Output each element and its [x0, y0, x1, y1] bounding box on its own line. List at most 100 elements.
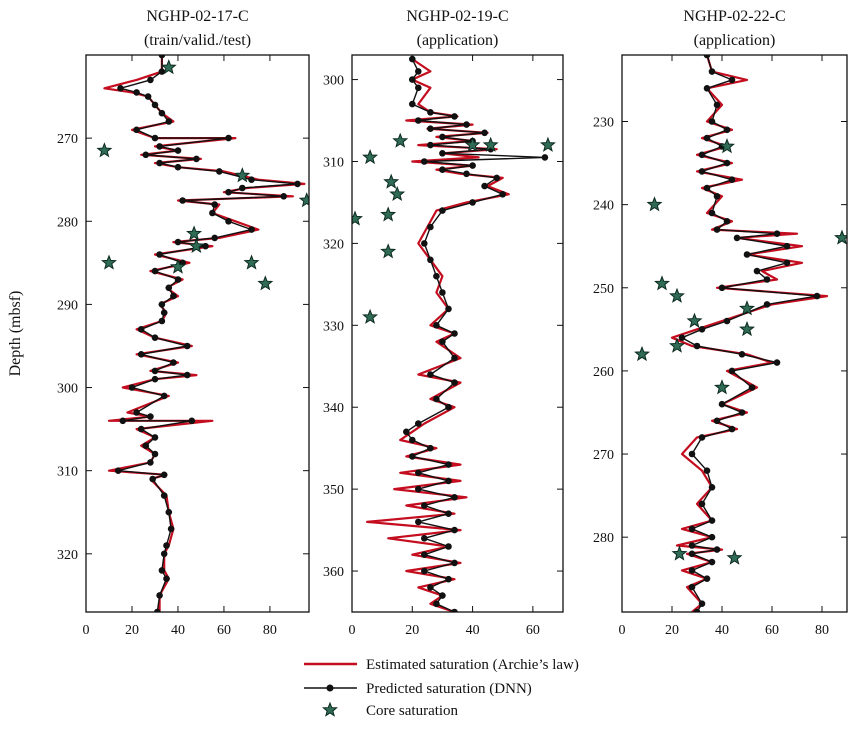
panel-subtitle: (application)	[417, 32, 499, 49]
x-tick-label: 40	[466, 623, 480, 638]
dnn-point	[156, 251, 163, 258]
dnn-point	[688, 550, 696, 558]
dnn-point	[248, 176, 255, 183]
y-tick-label: 270	[593, 448, 614, 463]
dnn-point	[128, 384, 136, 391]
dnn-point	[688, 542, 696, 549]
dnn-point	[703, 184, 711, 192]
dnn-point	[728, 76, 736, 84]
legend-core-star	[322, 701, 338, 717]
dnn-point	[151, 101, 159, 109]
dnn-point	[433, 272, 440, 280]
dnn-point	[149, 475, 156, 483]
dnn-point	[147, 76, 154, 84]
dnn-point	[151, 134, 159, 142]
dnn-point	[708, 118, 716, 125]
dnn-point	[693, 608, 701, 612]
dnn-point	[415, 420, 422, 427]
dnn-point	[463, 170, 470, 178]
dnn-point	[421, 551, 428, 558]
dnn-point	[439, 150, 446, 157]
dnn-point	[481, 182, 488, 190]
dnn-point	[427, 256, 434, 264]
dnn-point	[415, 68, 422, 75]
dnn-point	[708, 533, 716, 541]
dnn-point	[698, 500, 706, 508]
dnn-point	[698, 434, 706, 441]
y-tick-label: 360	[323, 565, 344, 580]
legend-label: Predicted saturation (DNN)	[366, 681, 532, 697]
y-tick-label: 240	[593, 199, 614, 214]
core-star	[257, 275, 274, 291]
dnn-point	[439, 166, 446, 173]
panel-title: NGHP-02-22-C	[683, 8, 785, 25]
dnn-point	[144, 93, 152, 100]
dnn-point	[174, 163, 182, 171]
x-tick-label: 0	[83, 623, 90, 638]
dnn-point	[158, 68, 166, 75]
dnn-point	[763, 301, 771, 308]
dnn-point	[783, 242, 791, 250]
dnn-point	[142, 442, 150, 450]
dnn-point	[698, 168, 706, 175]
x-tick-label: 0	[619, 623, 626, 638]
core-star	[739, 300, 755, 316]
core-star	[380, 206, 397, 222]
dnn-point	[713, 546, 721, 553]
dnn-point	[783, 259, 791, 267]
dnn-point	[163, 542, 170, 549]
dnn-point	[193, 155, 200, 163]
core-star	[96, 142, 113, 158]
panel-title: NGHP-02-19-C	[406, 8, 508, 25]
dnn-point	[708, 209, 716, 217]
dnn-point	[174, 238, 182, 246]
dnn-point	[427, 223, 434, 231]
panel-3: NGHP-02-22-C (application) 0 20 40 60 80 230 240…	[593, 8, 848, 638]
dnn-point	[160, 471, 168, 479]
dnn-point	[117, 85, 124, 92]
dnn-point	[133, 89, 140, 96]
dnn-point	[451, 526, 458, 534]
dnn-line	[405, 58, 546, 612]
x-tick-label: 40	[171, 623, 185, 638]
dnn-point	[174, 276, 182, 283]
dnn-point	[421, 240, 428, 247]
dnn-point	[813, 292, 821, 300]
dnn-point	[439, 289, 446, 296]
x-tick-label: 0	[349, 623, 356, 638]
dnn-point	[216, 168, 223, 175]
dnn-point	[723, 317, 731, 325]
dnn-point	[451, 113, 458, 120]
core-star	[669, 337, 685, 353]
core-star	[654, 275, 670, 291]
dnn-point	[225, 134, 232, 142]
y-tick-label: 350	[323, 483, 344, 498]
y-tick-label: 280	[593, 531, 614, 546]
core-star	[188, 237, 205, 253]
dnn-point	[698, 600, 706, 607]
dnn-point	[239, 184, 246, 192]
y-tick-label: 300	[323, 74, 344, 89]
dnn-point	[427, 125, 434, 132]
dnn-point	[151, 450, 159, 458]
dnn-point	[409, 453, 416, 460]
dnn-point	[469, 199, 476, 206]
dnn-point	[693, 342, 701, 350]
dnn-point	[708, 484, 716, 491]
dnn-point	[713, 226, 721, 233]
dnn-point	[433, 322, 440, 329]
dnn-point	[415, 84, 422, 92]
dnn-point	[209, 209, 216, 217]
y-tick-label: 310	[323, 155, 344, 170]
panel-title: NGHP-02-17-C	[146, 8, 248, 25]
x-tick-label: 60	[526, 623, 540, 638]
y-tick-label: 310	[57, 465, 78, 480]
core-star	[352, 210, 363, 226]
dnn-point	[439, 592, 446, 599]
dnn-point	[403, 428, 410, 436]
dnn-point	[439, 207, 446, 214]
dnn-point	[165, 118, 173, 125]
dnn-point	[439, 338, 446, 346]
dnn-point	[433, 600, 440, 608]
legend-label: Core saturation	[366, 703, 459, 719]
